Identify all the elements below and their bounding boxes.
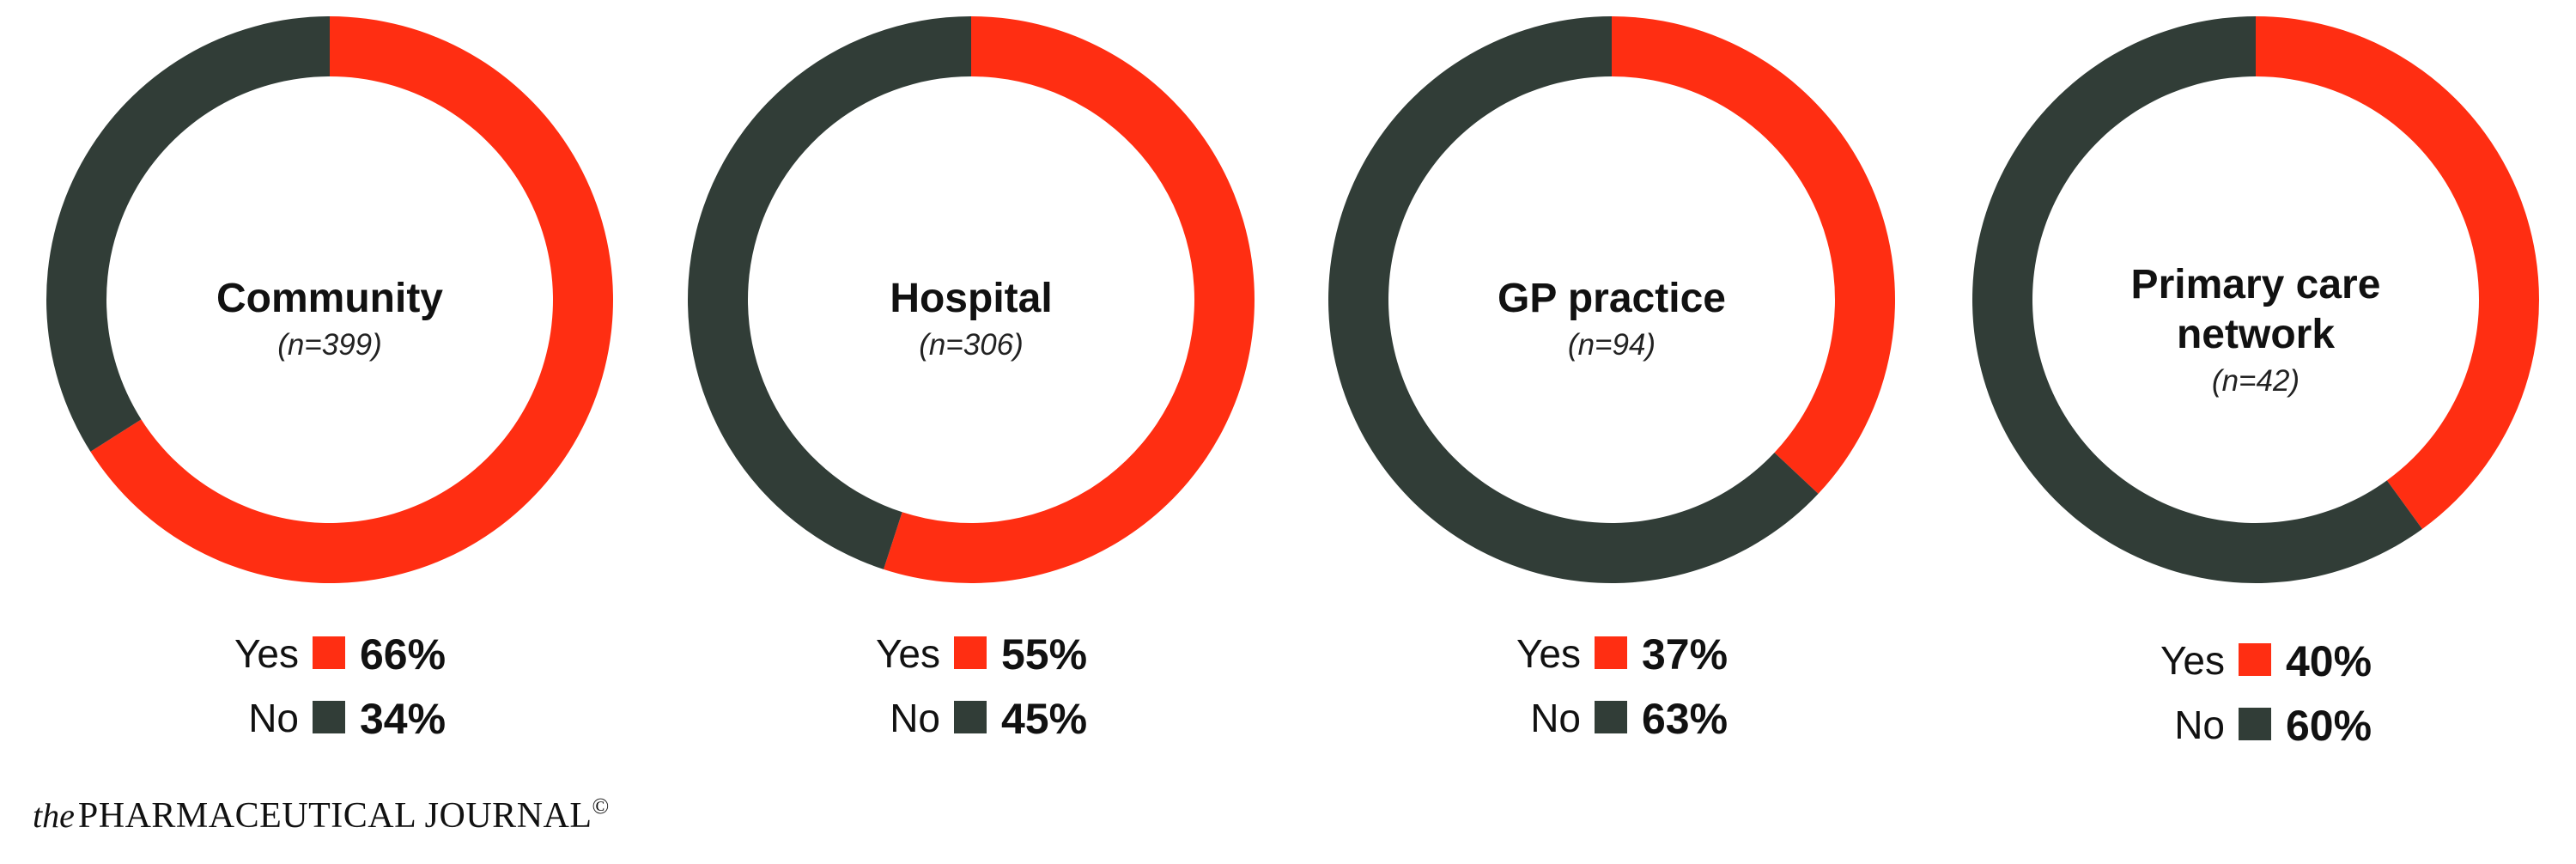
logo-copyright-symbol: © — [592, 794, 610, 818]
chart-title: Hospital — [890, 276, 1052, 321]
legend-label-no: No — [248, 696, 299, 740]
chart-sample-size: (n=306) — [919, 328, 1024, 362]
legend-swatch-no — [313, 701, 345, 733]
logo-prefix: the — [33, 796, 75, 835]
legend-label-yes: Yes — [1516, 631, 1581, 676]
legend-swatch-yes — [313, 636, 345, 669]
legend-label-no: No — [2174, 703, 2225, 747]
chart-sample-size: (n=94) — [1568, 328, 1656, 362]
legend-swatch-no — [1595, 701, 1627, 733]
chart-title: GP practice — [1498, 276, 1726, 321]
chart-title: Community — [216, 276, 443, 321]
legend-label-no: No — [1530, 696, 1581, 740]
chart-sample-size: (n=399) — [277, 328, 382, 362]
legend-value-yes: 55% — [1001, 630, 1087, 678]
legend-swatch-yes — [2239, 643, 2271, 676]
logo-name: PHARMACEUTICAL JOURNAL — [77, 796, 592, 836]
donut-chart-2: Hospital (n=306) Yes 55% No 45% — [688, 16, 1255, 743]
legend-value-no: 63% — [1642, 695, 1728, 743]
donut-slice-no — [1972, 16, 2422, 583]
legend-value-no: 45% — [1001, 695, 1087, 743]
donut-slice-yes — [2256, 16, 2539, 529]
donut-chart-1: Community (n=399) Yes 66% No 34% — [46, 16, 614, 743]
legend-label-yes: Yes — [234, 631, 299, 676]
legend-swatch-yes — [954, 636, 987, 669]
legend-value-yes: 40% — [2286, 637, 2372, 685]
legend-label-no: No — [890, 696, 940, 740]
legend-value-yes: 66% — [360, 630, 446, 678]
chart-title-line-1: Primary care — [2131, 262, 2381, 307]
donut-slice-no — [688, 16, 971, 569]
legend-value-no: 34% — [360, 695, 446, 743]
donut-chart-4: Primary care network (n=42) Yes 40% No 60% — [1972, 16, 2539, 750]
donut-slice-yes — [1612, 16, 1895, 494]
legend-swatch-yes — [1595, 636, 1627, 669]
donut-slice-no — [46, 16, 331, 452]
legend-swatch-no — [954, 701, 987, 733]
chart-title-line-2: network — [2177, 312, 2335, 357]
chart-sample-size: (n=42) — [2212, 364, 2300, 398]
donut-slice-yes — [884, 16, 1255, 583]
donut-chart-3: GP practice (n=94) Yes 37% No 63% — [1327, 16, 1895, 743]
legend-label-yes: Yes — [876, 631, 940, 676]
legend-swatch-no — [2239, 708, 2271, 740]
donut-slice-no — [1327, 16, 1819, 584]
legend-label-yes: Yes — [2160, 638, 2225, 683]
legend-value-no: 60% — [2286, 702, 2372, 750]
legend-value-yes: 37% — [1642, 630, 1728, 678]
publisher-logo: the PHARMACEUTICAL JOURNAL© — [33, 794, 609, 845]
